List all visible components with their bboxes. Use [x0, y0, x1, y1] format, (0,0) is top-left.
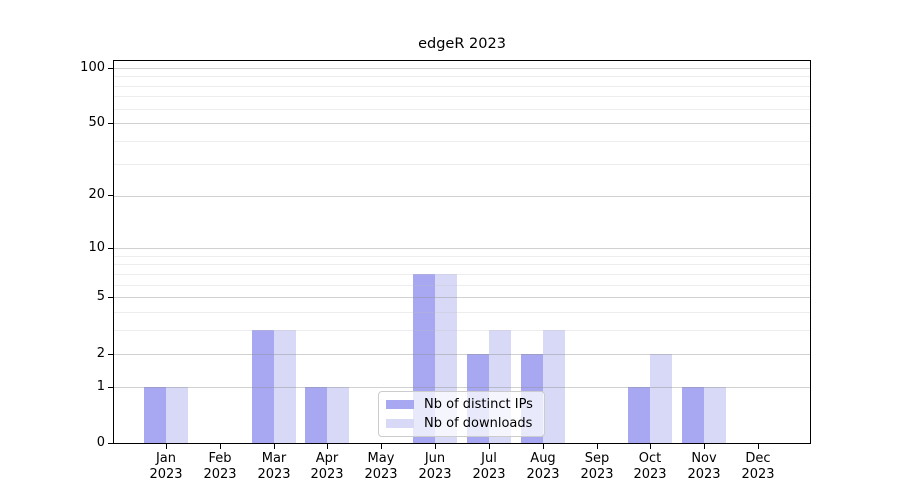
legend: Nb of distinct IPs Nb of downloads	[378, 391, 545, 437]
minor-gridline-70	[114, 96, 810, 98]
x-tick-mark-oct	[650, 444, 651, 449]
legend-label-downloads: Nb of downloads	[424, 415, 533, 431]
x-tick-label-feb: Feb 2023	[203, 451, 237, 482]
legend-item-distinct-ips: Nb of distinct IPs	[386, 397, 537, 412]
x-tick-mark-mar	[274, 444, 275, 449]
y-tick-mark-100	[108, 68, 113, 69]
y-tick-mark-0	[108, 443, 113, 444]
minor-gridline-6	[114, 284, 810, 286]
minor-gridline-90	[114, 76, 810, 78]
bar-oct-distinct-ips	[628, 386, 650, 443]
y-tick-mark-2	[108, 354, 113, 355]
plot-area	[113, 60, 811, 444]
y-tick-label-20: 20	[88, 187, 105, 202]
x-tick-mark-aug	[543, 444, 544, 449]
y-tick-mark-1	[108, 387, 113, 388]
legend-label-distinct-ips: Nb of distinct IPs	[424, 397, 533, 413]
major-gridline-20	[114, 195, 810, 197]
y-tick-label-50: 50	[88, 115, 105, 130]
chart-title: edgeR 2023	[418, 36, 506, 52]
x-tick-label-may: May 2023	[364, 451, 398, 482]
y-tick-mark-50	[108, 123, 113, 124]
y-tick-label-10: 10	[88, 240, 105, 255]
x-tick-label-mar: Mar 2023	[257, 451, 291, 482]
major-gridline-1	[114, 386, 810, 388]
x-tick-label-nov: Nov 2023	[687, 451, 721, 482]
x-tick-mark-feb	[220, 444, 221, 449]
x-tick-label-aug: Aug 2023	[526, 451, 560, 482]
legend-item-downloads: Nb of downloads	[386, 416, 537, 431]
y-tick-label-5: 5	[96, 289, 105, 304]
bar-nov-downloads	[704, 386, 726, 443]
x-tick-mark-jan	[166, 444, 167, 449]
x-tick-mark-nov	[704, 444, 705, 449]
x-tick-label-apr: Apr 2023	[310, 451, 344, 482]
y-tick-label-1: 1	[96, 379, 105, 394]
bar-jan-downloads	[166, 386, 188, 443]
minor-gridline-60	[114, 108, 810, 110]
major-gridline-2	[114, 353, 810, 355]
bar-apr-distinct-ips	[305, 386, 327, 443]
major-gridline-10	[114, 248, 810, 250]
y-tick-mark-10	[108, 248, 113, 249]
bar-aug-downloads	[543, 330, 565, 443]
minor-gridline-80	[114, 85, 810, 87]
x-tick-label-jul: Jul 2023	[472, 451, 506, 482]
bar-nov-distinct-ips	[682, 386, 704, 443]
major-gridline-5	[114, 297, 810, 299]
x-tick-mark-sep	[597, 444, 598, 449]
minor-gridline-9	[114, 255, 810, 257]
x-tick-mark-dec	[758, 444, 759, 449]
distinct-ips-swatch	[386, 400, 414, 410]
minor-gridline-8	[114, 264, 810, 266]
minor-gridline-30	[114, 163, 810, 165]
downloads-swatch	[386, 418, 414, 428]
major-gridline-100	[114, 67, 810, 69]
x-tick-mark-may	[381, 444, 382, 449]
y-tick-label-0: 0	[96, 435, 105, 450]
y-tick-mark-20	[108, 195, 113, 196]
x-tick-label-jun: Jun 2023	[418, 451, 452, 482]
minor-gridline-3	[114, 330, 810, 332]
minor-gridline-7	[114, 273, 810, 275]
minor-gridline-40	[114, 141, 810, 143]
bar-mar-downloads	[274, 330, 296, 443]
bar-mar-distinct-ips	[252, 330, 274, 443]
x-tick-label-sep: Sep 2023	[580, 451, 614, 482]
bar-jan-distinct-ips	[144, 386, 166, 443]
bar-oct-downloads	[650, 353, 672, 443]
x-tick-label-jan: Jan 2023	[149, 451, 183, 482]
y-tick-label-100: 100	[80, 60, 105, 75]
x-tick-label-oct: Oct 2023	[633, 451, 667, 482]
x-tick-mark-jun	[435, 444, 436, 449]
y-tick-mark-5	[108, 297, 113, 298]
major-gridline-50	[114, 123, 810, 125]
minor-gridline-4	[114, 312, 810, 314]
x-tick-label-dec: Dec 2023	[741, 451, 775, 482]
y-tick-label-2: 2	[96, 346, 105, 361]
x-tick-mark-jul	[489, 444, 490, 449]
bar-apr-downloads	[327, 386, 349, 443]
x-tick-mark-apr	[327, 444, 328, 449]
